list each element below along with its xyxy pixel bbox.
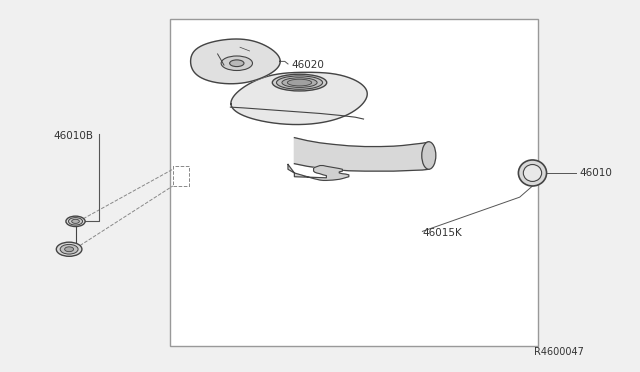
Ellipse shape	[524, 164, 541, 182]
Text: 46010: 46010	[579, 168, 612, 178]
Ellipse shape	[422, 142, 436, 169]
Polygon shape	[288, 164, 349, 180]
Text: 46015K: 46015K	[422, 228, 462, 237]
Text: R4600047: R4600047	[534, 347, 584, 356]
Ellipse shape	[66, 216, 85, 227]
Ellipse shape	[276, 76, 323, 89]
Ellipse shape	[221, 56, 253, 71]
Ellipse shape	[72, 219, 79, 223]
Ellipse shape	[65, 247, 74, 251]
Ellipse shape	[282, 78, 317, 87]
Ellipse shape	[60, 244, 78, 254]
Polygon shape	[294, 138, 429, 171]
Ellipse shape	[68, 218, 83, 225]
Ellipse shape	[273, 74, 327, 91]
Ellipse shape	[287, 79, 312, 86]
Polygon shape	[191, 39, 280, 84]
Polygon shape	[231, 72, 367, 125]
Text: 46010B: 46010B	[54, 131, 93, 141]
Ellipse shape	[518, 160, 547, 186]
Bar	[170, 19, 538, 346]
Ellipse shape	[230, 60, 244, 67]
Text: 46020: 46020	[291, 60, 324, 70]
Ellipse shape	[56, 242, 82, 256]
